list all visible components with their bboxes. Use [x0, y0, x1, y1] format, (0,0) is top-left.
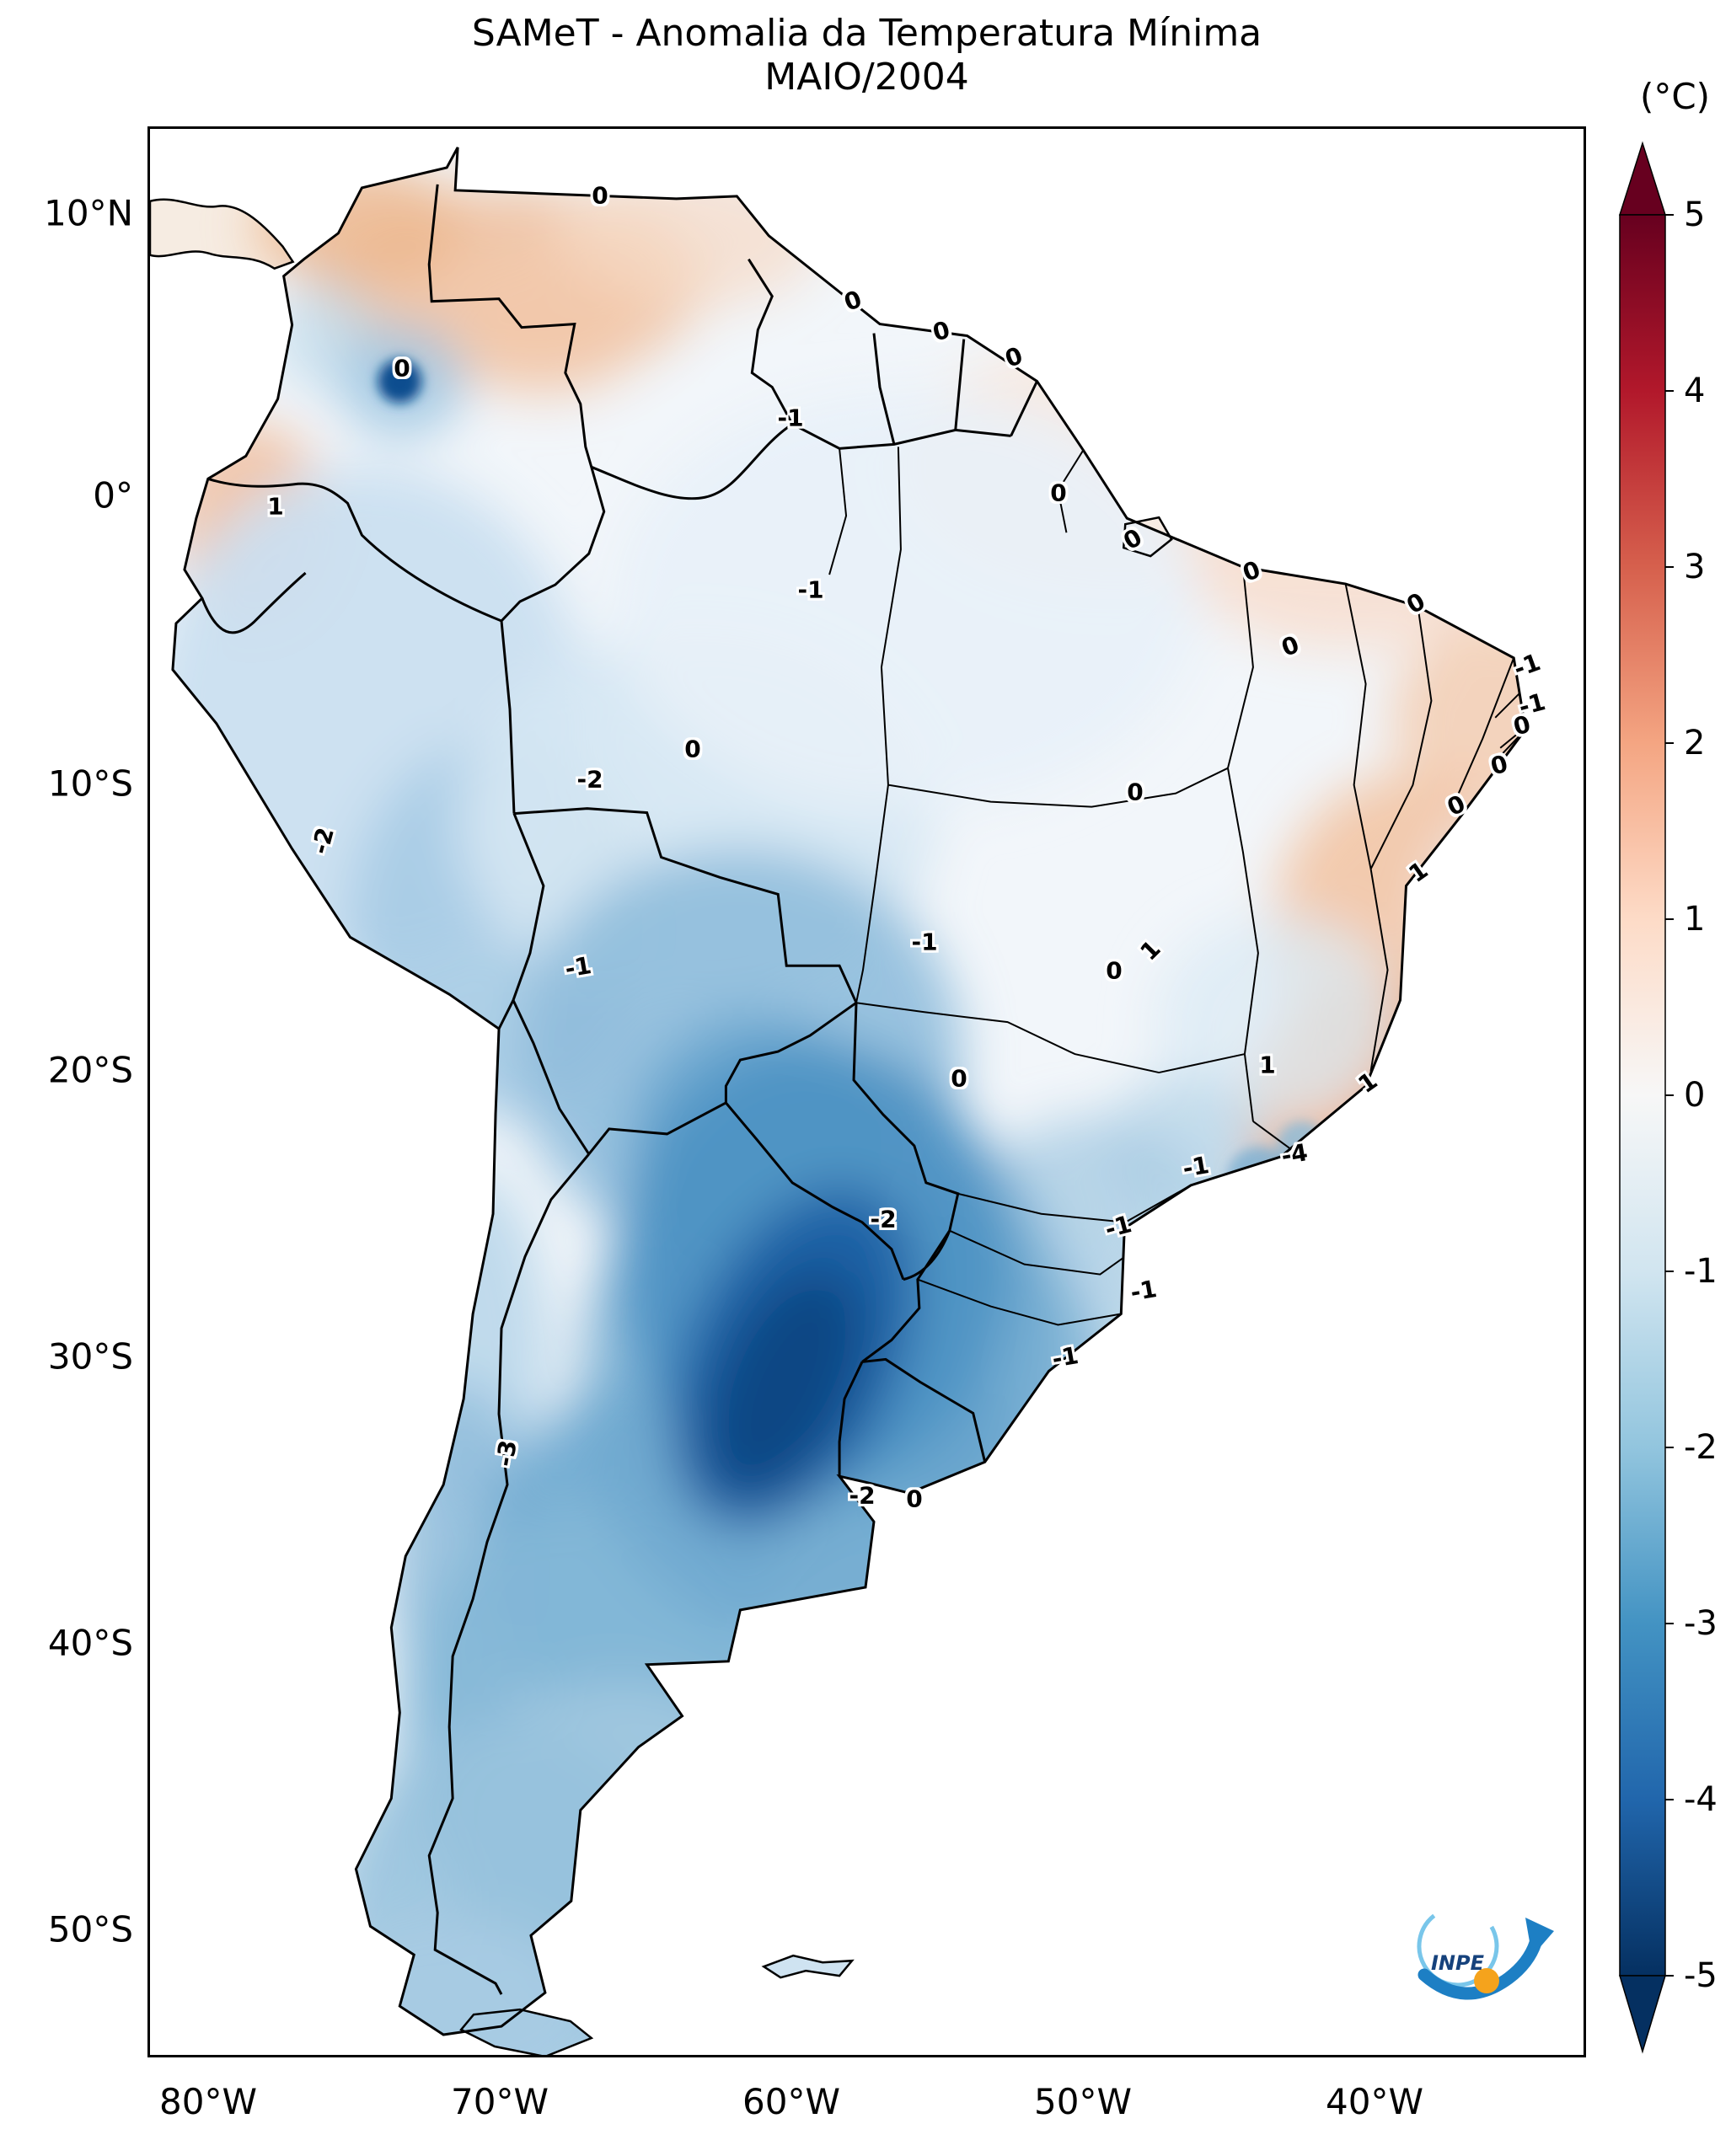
- lat-tick-label: 50°S: [47, 1908, 133, 1950]
- lat-tick-label: 40°S: [47, 1622, 133, 1664]
- colorbar-unit-label: (°C): [1639, 76, 1711, 117]
- colorbar-arrow-top: [1618, 141, 1667, 216]
- inpe-logo: INPE: [1417, 1905, 1554, 2000]
- country-borders: [201, 184, 1526, 1995]
- logo-arrow-head: [1525, 1918, 1554, 1956]
- lon-tick-label: 50°W: [1034, 2081, 1132, 2122]
- lat-tick-label: 10°S: [47, 762, 133, 805]
- south-america-map: [150, 147, 1527, 2055]
- lat-tick-label: 10°N: [44, 192, 133, 234]
- lat-tick-label: 20°S: [47, 1049, 133, 1091]
- figure-subtitle: MAIO/2004: [764, 56, 969, 99]
- colorbar-arrow-bottom: [1618, 1975, 1667, 2054]
- colorbar-tick-marks: [1665, 214, 1674, 1977]
- colorbar: [1618, 141, 1674, 2054]
- lon-tick-label: 80°W: [159, 2081, 257, 2122]
- lat-tick-label: 30°S: [47, 1335, 133, 1378]
- lon-tick-label: 40°W: [1326, 2081, 1423, 2122]
- lon-tick-label: 70°W: [451, 2081, 549, 2122]
- logo-orange-dot: [1474, 1968, 1499, 1993]
- lon-tick-label: 60°W: [742, 2081, 840, 2122]
- inpe-logo-text: INPE: [1431, 1951, 1485, 1975]
- figure-title: SAMeT - Anomalia da Temperatura Mínima: [471, 12, 1262, 55]
- logo-arrow-swoosh: [1417, 1936, 1542, 2000]
- lat-tick-label: 0°: [93, 474, 133, 516]
- map-plot: [147, 126, 1586, 2057]
- coastline: [150, 147, 1527, 2055]
- colorbar-gradient: [1619, 214, 1666, 1977]
